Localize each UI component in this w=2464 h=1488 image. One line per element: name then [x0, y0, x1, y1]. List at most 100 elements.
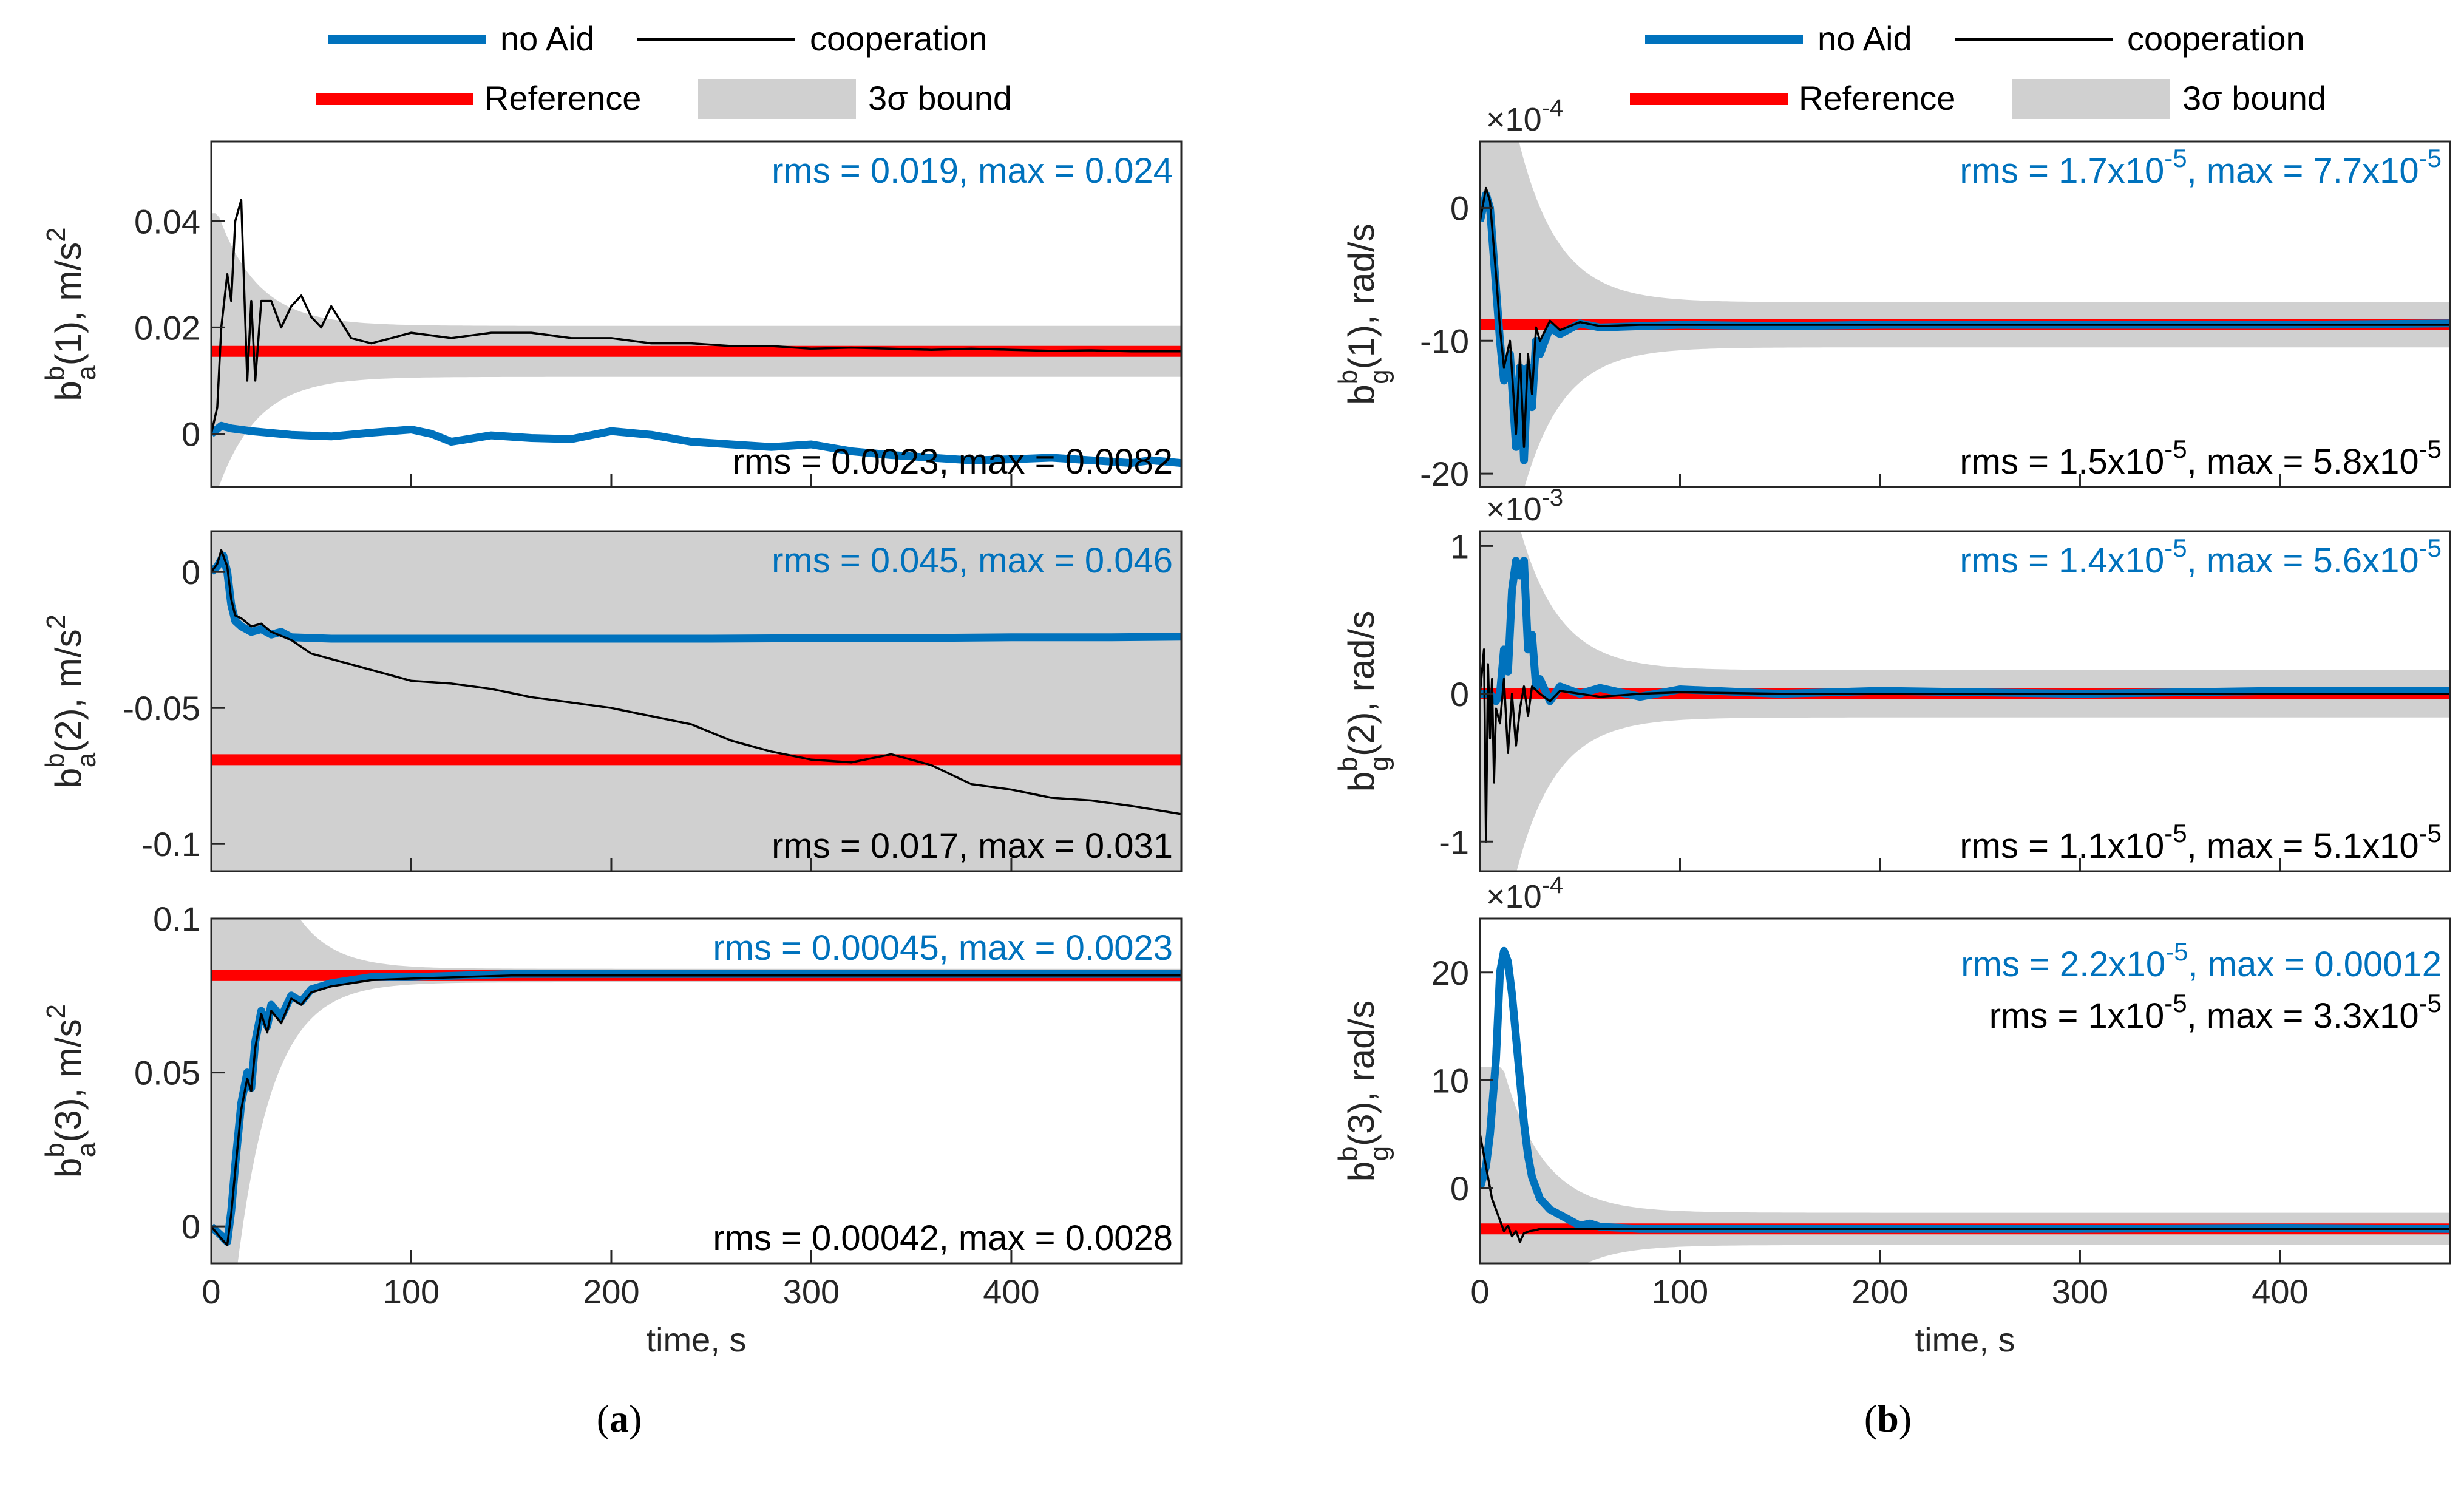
- x-tick-label: 400: [2252, 1272, 2308, 1311]
- annotation-cooperation-stats: rms = 1.1x10-5, max = 5.1x10-5: [1960, 819, 2442, 866]
- legend-no-aid-label: no Aid: [1817, 19, 1912, 58]
- subplot-a2: 0 -0.05 -0.1 bba(2), m/s2 rms = 0.045, max =…: [40, 530, 1183, 872]
- axes-box: [210, 140, 1183, 488]
- annotation-cooperation-stats: rms = 0.0023, max = 0.0082: [733, 442, 1173, 481]
- subplot-a1: 0 0.02 0.04 bba(1), m/s2 rms = 0.019, max = …: [40, 140, 1183, 488]
- annotation-no-aid-stats: rms = 0.019, max = 0.024: [772, 151, 1173, 191]
- axes-box: [210, 917, 1183, 1265]
- sigma-bound-band: [1480, 531, 2450, 871]
- legend-reference-label: Reference: [1799, 79, 1955, 117]
- y-tick-label: 0: [182, 415, 200, 453]
- legend-cooperation-label: cooperation: [810, 19, 988, 58]
- y-tick-label: 1: [1450, 527, 1469, 565]
- legend-reference-label: Reference: [484, 79, 641, 117]
- x-tick-label: 200: [583, 1272, 639, 1311]
- x-tick-label: 0: [1470, 1272, 1489, 1311]
- axis-exponent: ×10-3: [1486, 484, 1563, 528]
- series-cooperation: [211, 974, 1181, 1246]
- legend-bound-label: 3σ bound: [868, 79, 1012, 117]
- annotation-cooperation-stats: rms = 1x10-5, max = 3.3x10-5: [1989, 989, 2442, 1036]
- series-cooperation: [211, 549, 1181, 815]
- y-axis-label: bbg(3), rad/s: [1333, 1000, 1394, 1181]
- axis-exponent: ×10-4: [1486, 95, 1563, 138]
- x-tick-label: 100: [1652, 1272, 1708, 1311]
- subplot-b2: 1 0 -1 ×10-3 bbg(2), rad/s rms = 1.4x10-5, ma…: [1333, 484, 2451, 872]
- subplot-a3: 0 0.05 0.1 0 100 200 300 400 time, s bba(3), m/s2…: [40, 900, 1183, 1359]
- subplot-grid: 0 0.02 0.04 bba(1), m/s2 rms = 0.019, max = …: [40, 95, 2451, 1359]
- y-axis-label: bba(2), m/s2: [40, 614, 101, 788]
- plot-area: [1480, 141, 2450, 487]
- y-axis-label: bbg(1), rad/s: [1333, 223, 1394, 404]
- series-cooperation: [1480, 648, 2450, 843]
- plot-area: [211, 919, 1181, 1263]
- y-tick-label: 0.05: [134, 1054, 200, 1092]
- axes-box: [1479, 917, 2451, 1265]
- legend-bound-swatch: [2012, 79, 2170, 119]
- annotation-no-aid-stats: rms = 2.2x10-5, max = 0.00012: [1961, 937, 2442, 984]
- annotation-cooperation-stats: rms = 0.017, max = 0.031: [772, 826, 1173, 866]
- axis-exponent: ×10-4: [1486, 872, 1563, 915]
- y-tick-label: 10: [1431, 1061, 1469, 1099]
- plot-area: [211, 531, 1181, 871]
- annotation-cooperation-stats: rms = 0.00042, max = 0.0028: [713, 1218, 1173, 1258]
- annotation-no-aid-stats: rms = 1.4x10-5, max = 5.6x10-5: [1960, 534, 2442, 580]
- x-axis-label: time, s: [1915, 1320, 2015, 1359]
- y-tick-label: -0.05: [123, 689, 200, 727]
- series-no-aid: [1480, 191, 2450, 464]
- y-tick-label: 20: [1431, 954, 1469, 992]
- y-tick-label: 0: [1450, 1169, 1469, 1208]
- sigma-bound-band: [211, 919, 1181, 1263]
- y-axis-label: bbg(2), rad/s: [1333, 611, 1394, 792]
- annotation-no-aid-stats: rms = 0.045, max = 0.046: [772, 541, 1173, 580]
- x-axis-label: time, s: [647, 1320, 747, 1359]
- x-tick-label: 100: [383, 1272, 440, 1311]
- axes-box: [1479, 140, 2451, 488]
- legend-left: no Aid cooperation Reference 3σ bound: [316, 19, 1012, 119]
- y-tick-label: 0: [1450, 675, 1469, 713]
- legend-bound-swatch: [698, 79, 856, 119]
- y-tick-label: -10: [1420, 322, 1469, 360]
- series-cooperation: [211, 199, 1181, 434]
- axes-box: [1479, 530, 2451, 872]
- y-axis-label: bba(3), m/s2: [40, 1004, 101, 1178]
- y-axis-label: bba(1), m/s2: [40, 227, 101, 401]
- y-tick-label: 0: [182, 553, 200, 591]
- caption-a: (a): [596, 1397, 642, 1440]
- x-tick-label: 0: [202, 1272, 220, 1311]
- x-tick-label: 300: [783, 1272, 840, 1311]
- plot-area: [1480, 946, 2450, 1263]
- y-tick-label: 0.04: [134, 202, 200, 240]
- y-tick-label: 0: [182, 1208, 200, 1246]
- series-cooperation: [1480, 186, 2450, 449]
- subplot-b1: 0 -10 -20 ×10-4 bbg(1), rad/s rms = 1.7x10-5,…: [1333, 95, 2451, 493]
- series-no-aid: [211, 970, 1181, 1246]
- sigma-bound-band: [211, 531, 1181, 871]
- legend-bound-label: 3σ bound: [2182, 79, 2326, 117]
- axes-box: [210, 530, 1183, 872]
- y-tick-label: 0.1: [153, 900, 200, 938]
- plot-area: [1480, 531, 2450, 871]
- y-tick-label: -1: [1439, 823, 1469, 861]
- caption-b: (b): [1864, 1397, 1912, 1440]
- legend-right: no Aid cooperation Reference 3σ bound: [1630, 19, 2326, 119]
- x-tick-label: 200: [1851, 1272, 1908, 1311]
- series-no-aid: [211, 421, 1181, 467]
- y-tick-label: 0: [1450, 189, 1469, 227]
- y-tick-label: -0.1: [142, 825, 201, 863]
- series-no-aid: [1480, 946, 2450, 1233]
- annotation-no-aid-stats: rms = 0.00045, max = 0.0023: [713, 928, 1173, 968]
- x-tick-label: 400: [983, 1272, 1039, 1311]
- annotation-cooperation-stats: rms = 1.5x10-5, max = 5.8x10-5: [1960, 435, 2442, 481]
- sigma-bound-band: [1480, 1067, 2450, 1263]
- y-tick-label: 0.02: [134, 308, 200, 347]
- legend-no-aid-label: no Aid: [500, 19, 595, 58]
- plot-area: [211, 199, 1181, 487]
- legend-cooperation-label: cooperation: [2127, 19, 2305, 58]
- sigma-bound-band: [1480, 141, 2450, 487]
- y-tick-label: -20: [1420, 455, 1469, 493]
- x-tick-label: 300: [2052, 1272, 2108, 1311]
- series-cooperation: [1480, 1133, 2450, 1243]
- annotation-no-aid-stats: rms = 1.7x10-5, max = 7.7x10-5: [1960, 144, 2442, 191]
